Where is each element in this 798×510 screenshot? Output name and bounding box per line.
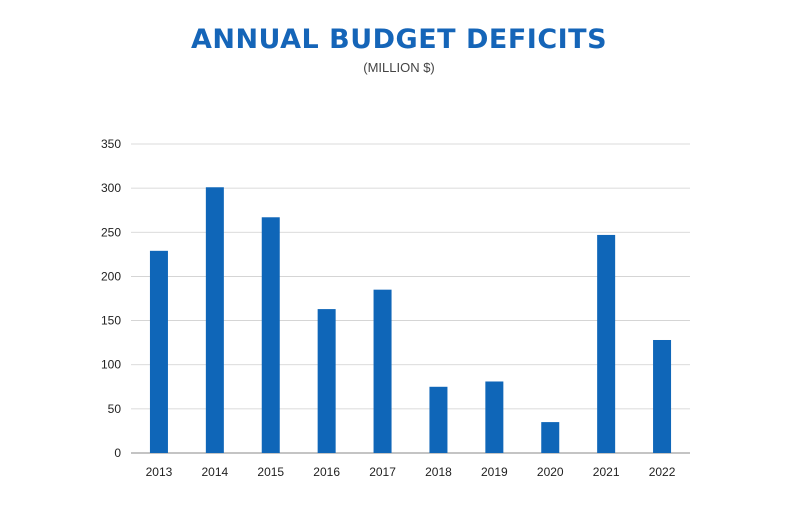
y-tick-label: 300 — [101, 181, 121, 195]
x-tick-label-2016: 2016 — [313, 465, 340, 479]
gridlines — [131, 143, 690, 454]
y-tick-label: 150 — [101, 314, 121, 328]
x-axis-tick-labels: 2013 2014 2015 2016 2017 2018 2019 2020 2021 2022 — [146, 465, 676, 479]
y-tick-label: 250 — [101, 225, 121, 239]
bar-2014 — [205, 187, 224, 453]
bar-2017 — [373, 289, 392, 453]
bar-2022 — [653, 339, 672, 453]
x-tick-label-2019: 2019 — [481, 465, 508, 479]
chart-subtitle: (MILLION $) — [363, 60, 435, 75]
bar-2018 — [429, 386, 448, 453]
y-axis-tick-labels: 0 50 100 150 200 250 300 350 — [101, 137, 121, 460]
bar-2019 — [485, 381, 504, 453]
x-tick-label-2013: 2013 — [146, 465, 173, 479]
bar-2016 — [317, 309, 336, 453]
bars — [149, 187, 672, 453]
bar-2015 — [261, 217, 280, 453]
x-tick-label-2015: 2015 — [257, 465, 284, 479]
x-tick-label-2021: 2021 — [593, 465, 620, 479]
bar-2020 — [541, 422, 560, 453]
x-tick-label-2020: 2020 — [537, 465, 564, 479]
chart-title: ANNUAL BUDGET DEFICITS — [190, 24, 608, 55]
x-tick-label-2022: 2022 — [649, 465, 676, 479]
y-tick-label: 50 — [108, 402, 122, 416]
x-tick-label-2018: 2018 — [425, 465, 452, 479]
bar-2021 — [597, 234, 616, 453]
bar-2013 — [149, 250, 168, 453]
y-tick-label: 100 — [101, 358, 121, 372]
y-tick-label: 0 — [114, 446, 121, 460]
y-tick-label: 200 — [101, 269, 121, 283]
y-tick-label: 350 — [101, 137, 121, 151]
x-tick-label-2017: 2017 — [369, 465, 396, 479]
x-tick-label-2014: 2014 — [201, 465, 228, 479]
